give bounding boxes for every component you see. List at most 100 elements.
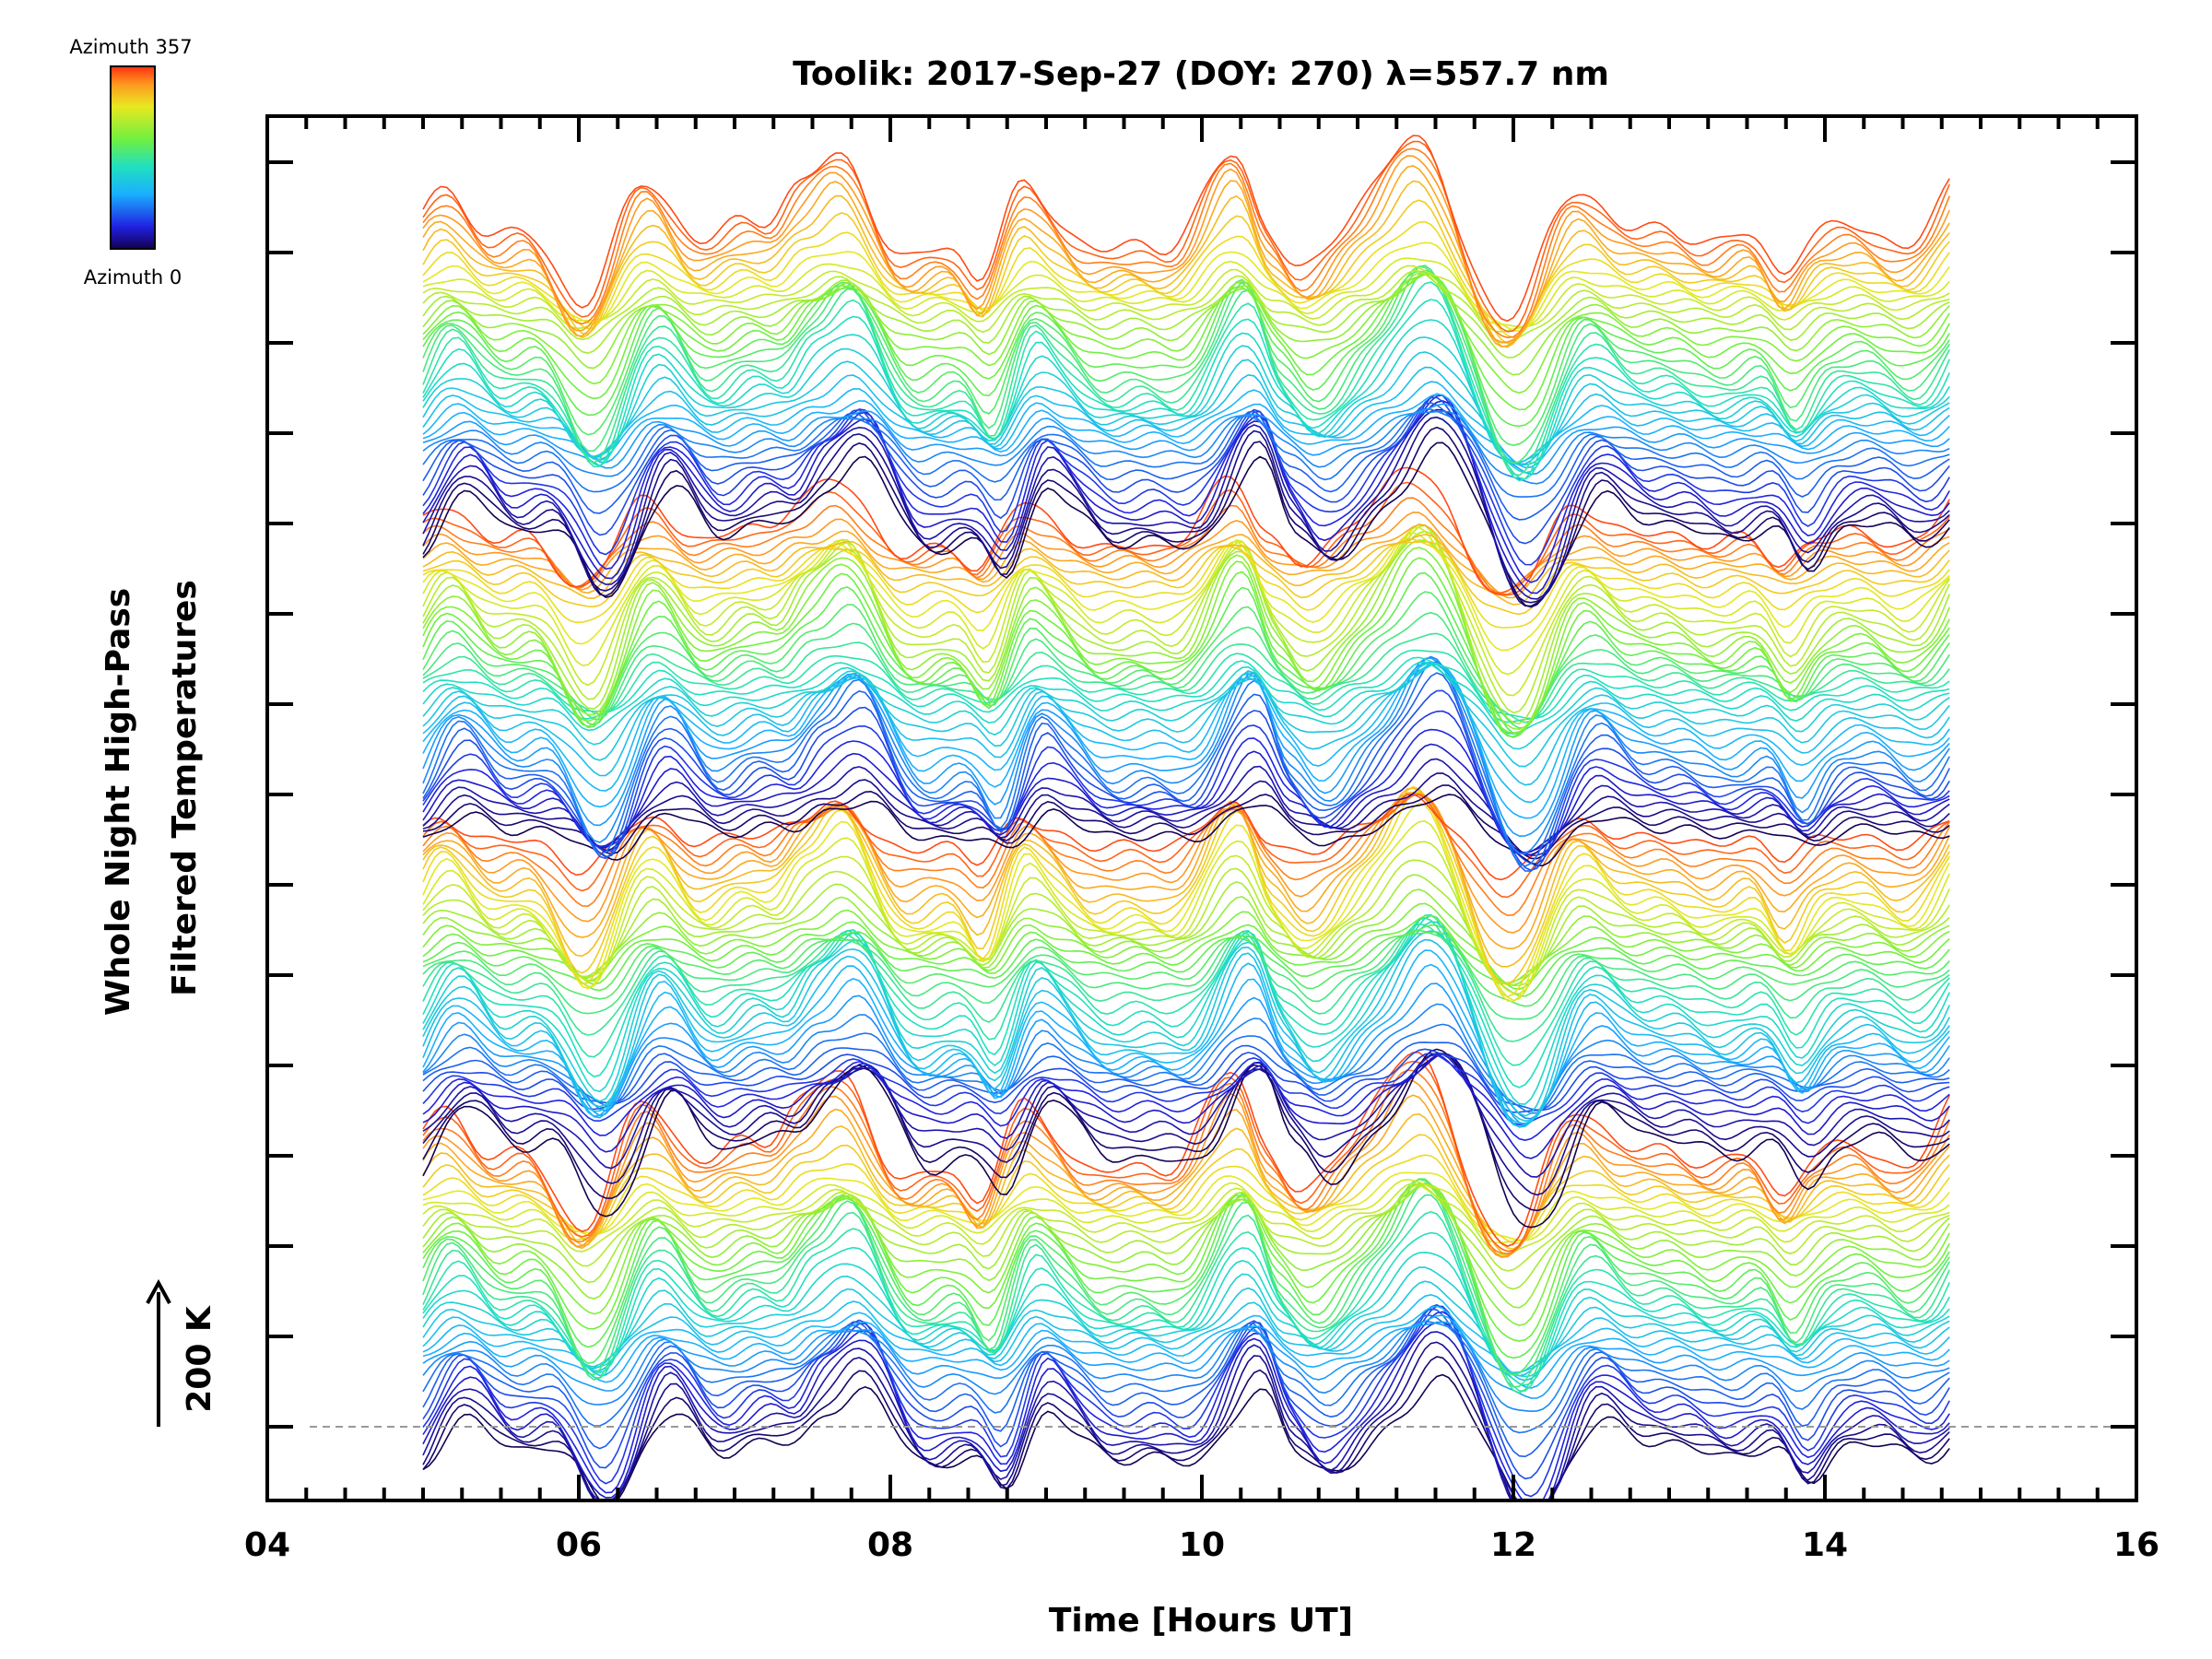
temperature-trace bbox=[422, 938, 1950, 1124]
temperature-trace bbox=[422, 1183, 1950, 1326]
temperature-trace bbox=[422, 524, 1950, 599]
y-axis-ticks bbox=[267, 160, 2136, 1429]
temperature-trace bbox=[422, 466, 1950, 596]
temperature-trace bbox=[422, 661, 1950, 819]
temperature-trace bbox=[422, 147, 1950, 339]
temperature-trace bbox=[422, 571, 1950, 738]
temperature-trace bbox=[422, 1182, 1950, 1388]
temperature-trace bbox=[422, 1182, 1950, 1309]
temperature-trace bbox=[422, 393, 1950, 566]
trace-group bbox=[422, 135, 1950, 1500]
temperature-trace bbox=[422, 441, 1950, 608]
temperature-trace bbox=[422, 689, 1950, 872]
temperature-trace bbox=[422, 785, 1950, 985]
temperature-trace bbox=[422, 257, 1950, 328]
legend-top-label: Azimuth 357 bbox=[69, 36, 192, 58]
temperature-trace bbox=[422, 1182, 1950, 1342]
temperature-trace bbox=[422, 929, 1950, 1020]
temperature-trace bbox=[422, 1280, 1950, 1374]
temperature-trace bbox=[422, 1023, 1950, 1114]
x-tick-label: 16 bbox=[2113, 1526, 2159, 1564]
temperature-trace bbox=[422, 743, 1950, 853]
temperature-trace bbox=[422, 400, 1950, 594]
temperature-trace bbox=[422, 410, 1950, 485]
temperature-trace bbox=[422, 963, 1950, 1128]
temperature-trace bbox=[422, 220, 1950, 338]
x-tick-label: 06 bbox=[556, 1526, 602, 1564]
temperature-trace bbox=[422, 803, 1950, 1003]
temperature-trace bbox=[422, 1053, 1950, 1178]
temperature-trace bbox=[422, 269, 1950, 477]
temperature-trace bbox=[422, 1321, 1950, 1500]
scale-label: 200 K bbox=[181, 1305, 218, 1413]
temperature-trace bbox=[422, 416, 1950, 604]
temperature-trace bbox=[422, 649, 1950, 720]
temperature-trace bbox=[422, 672, 1950, 872]
temperature-trace bbox=[422, 396, 1950, 545]
x-axis: 04 06 08 10 12 14 16 bbox=[244, 116, 2159, 1564]
temperature-trace bbox=[422, 1048, 1950, 1113]
y-label-line-2: Filtered Temperatures bbox=[166, 580, 204, 996]
y-axis-label: Whole Night High-Pass Filtered Temperatu… bbox=[100, 580, 204, 1016]
temperature-trace bbox=[422, 888, 1950, 984]
temperature-trace bbox=[422, 794, 1950, 866]
temperature-trace bbox=[422, 1331, 1950, 1500]
temperature-trace bbox=[422, 1314, 1950, 1389]
temperature-trace bbox=[422, 1171, 1950, 1241]
temperature-trace bbox=[422, 135, 1950, 323]
temperature-trace bbox=[422, 526, 1950, 676]
temperature-trace bbox=[422, 403, 1950, 476]
temperature-trace bbox=[422, 661, 1950, 867]
temperature-trace bbox=[422, 921, 1950, 1117]
temperature-trace bbox=[422, 1079, 1950, 1258]
temperature-trace bbox=[422, 772, 1950, 856]
x-tick-label: 10 bbox=[1179, 1526, 1225, 1564]
chart-title: Toolik: 2017-Sep-27 (DOY: 270) λ=557.7 n… bbox=[793, 55, 1609, 93]
temperature-trace bbox=[422, 511, 1950, 595]
temperature-trace bbox=[422, 1341, 1950, 1500]
temperature-trace bbox=[422, 165, 1950, 348]
temperature-trace bbox=[422, 1266, 1950, 1374]
temperature-trace bbox=[422, 1053, 1950, 1196]
temperature-trace bbox=[422, 532, 1950, 652]
temperature-trace bbox=[422, 1053, 1950, 1142]
x-tick-label: 14 bbox=[1802, 1526, 1848, 1564]
scale-arrow-head bbox=[146, 1278, 171, 1304]
temperature-trace bbox=[422, 874, 1950, 984]
temperature-trace bbox=[422, 272, 1950, 359]
temperature-trace bbox=[422, 949, 1950, 1128]
temperature-trace bbox=[422, 982, 1950, 1125]
temperature-trace bbox=[422, 663, 1950, 750]
temperature-trace bbox=[422, 793, 1950, 917]
temperature-trace bbox=[422, 794, 1950, 899]
temperature-trace bbox=[422, 791, 1950, 998]
temperature-trace bbox=[422, 366, 1950, 465]
temperature-trace bbox=[422, 1154, 1950, 1244]
temperature-trace bbox=[422, 655, 1950, 854]
temperature-trace bbox=[422, 787, 1950, 968]
temperature-trace bbox=[422, 591, 1950, 735]
temperature-trace bbox=[422, 784, 1950, 860]
x-tick-label: 04 bbox=[244, 1526, 290, 1564]
temperature-trace bbox=[422, 539, 1950, 731]
temperature-trace bbox=[422, 841, 1950, 995]
temperature-trace bbox=[422, 1053, 1950, 1159]
temperature-trace bbox=[422, 931, 1950, 1007]
temperature-trace bbox=[422, 1178, 1950, 1359]
temperature-trace bbox=[422, 758, 1950, 854]
temperature-trace bbox=[422, 1231, 1950, 1386]
temperature-trace bbox=[422, 319, 1950, 474]
temperature-trace bbox=[422, 794, 1950, 934]
y-label-line-1: Whole Night High-Pass bbox=[100, 588, 137, 1016]
temperature-trace bbox=[422, 393, 1950, 469]
temperature-trace bbox=[422, 537, 1950, 629]
temperature-trace bbox=[422, 281, 1950, 482]
temperature-trace bbox=[422, 1060, 1950, 1253]
colorbar bbox=[110, 65, 156, 250]
temperature-trace bbox=[422, 394, 1950, 583]
temperature-trace bbox=[422, 426, 1950, 607]
temperature-trace bbox=[422, 1320, 1950, 1413]
temperature-trace bbox=[422, 661, 1950, 735]
temperature-trace bbox=[422, 1311, 1950, 1500]
